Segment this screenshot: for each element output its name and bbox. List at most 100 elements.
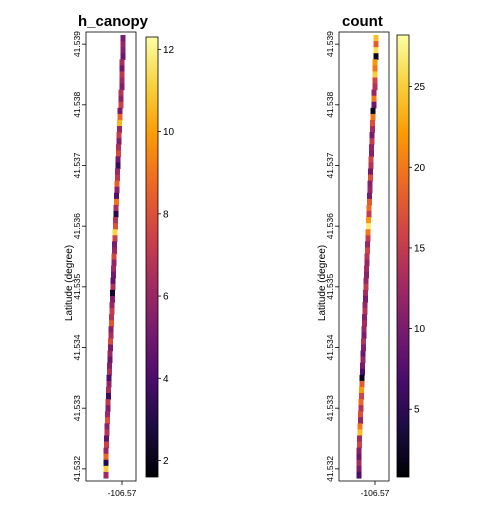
raster-cell (110, 295, 115, 303)
raster-cell (361, 344, 366, 352)
panel-title: count (342, 13, 383, 30)
y-tick-label: 41.532 (72, 456, 82, 482)
raster-cell (358, 405, 364, 412)
raster-cell (109, 308, 115, 315)
raster-cell (108, 344, 113, 352)
raster-cell (120, 41, 126, 48)
x-tick-label: -106.57 (108, 488, 137, 498)
raster-cell (366, 217, 371, 224)
raster-cell (373, 47, 379, 54)
raster-cell (108, 332, 114, 340)
y-tick-label: 41.533 (325, 395, 335, 421)
raster-cell (109, 320, 114, 327)
colorbar-frame (396, 34, 410, 478)
raster-cell (104, 435, 109, 443)
y-tick-label: 41.534 (325, 334, 335, 360)
y-tick-label: 41.535 (72, 274, 82, 300)
raster-cell (115, 168, 120, 176)
raster-cell (372, 77, 378, 85)
colorbar-tick-label: 20 (414, 163, 426, 174)
raster-cell (109, 314, 114, 321)
raster-cell (364, 265, 369, 273)
y-tick-label: 41.532 (325, 456, 335, 482)
raster-cell (356, 465, 362, 473)
raster-cell (113, 204, 119, 212)
raster-cell (360, 350, 366, 358)
raster-cell (118, 95, 124, 103)
raster-cell (104, 423, 110, 431)
y-tick-label: 41.539 (325, 31, 335, 57)
raster-cell (106, 380, 112, 388)
y-axis-label: Latitude (degree) (317, 245, 328, 321)
raster-cell (117, 119, 122, 127)
raster-cell (108, 326, 114, 333)
raster-cell (103, 465, 109, 473)
raster-cell (371, 101, 377, 109)
raster-cell (358, 417, 363, 424)
raster-cell (118, 101, 124, 109)
raster-cell (367, 186, 373, 194)
raster-cell (114, 192, 119, 200)
raster-cell (366, 223, 371, 230)
raster-cell (119, 77, 125, 85)
raster-cell (117, 126, 122, 133)
raster-cell (357, 441, 362, 449)
colorbar-tick-label: 25 (414, 82, 426, 93)
raster-cell (105, 417, 110, 424)
colorbar-gradient (146, 37, 158, 477)
raster-cell (106, 386, 111, 394)
raster-cell (373, 53, 379, 60)
raster-cell (120, 47, 126, 54)
raster-cell (363, 283, 369, 291)
colorbar: 5 10 15 20 25 (396, 34, 426, 478)
y-tick-label: 41.533 (72, 395, 82, 421)
raster-cell (107, 368, 112, 376)
raster-cell (103, 459, 109, 467)
raster-cell (368, 162, 374, 170)
raster-cell (113, 210, 119, 218)
raster-cell (369, 138, 375, 145)
raster-cell (367, 180, 373, 188)
y-tick-label: 41.538 (72, 92, 82, 118)
raster-cell (359, 393, 364, 400)
raster-cell (118, 89, 124, 97)
raster-cell (120, 35, 126, 42)
raster-cell (372, 65, 378, 73)
raster-cell (119, 83, 125, 91)
raster-cell (371, 95, 377, 103)
raster-cell (110, 277, 116, 285)
raster-cell (366, 204, 372, 212)
colorbar-tick-label: 12 (163, 45, 175, 56)
raster-cell (117, 107, 123, 115)
raster-cell (112, 247, 117, 255)
y-tick-label: 41.534 (72, 334, 82, 360)
colorbar-tick-label: 8 (163, 209, 169, 220)
raster-cell (116, 132, 122, 139)
raster-cell (359, 386, 364, 394)
raster-cell (368, 174, 373, 182)
y-ticks: 41.532 41.533 41.534 41.535 41.536 41.537 41.5… (325, 31, 339, 482)
y-tick-label: 41.535 (325, 274, 335, 300)
raster-cell (361, 332, 367, 340)
raster-cell (117, 113, 123, 121)
raster-cell (107, 362, 112, 370)
raster-cell (108, 338, 113, 346)
raster-cell (356, 447, 362, 455)
raster-cell (107, 356, 113, 364)
raster-cell (373, 35, 379, 42)
raster-cell (120, 53, 126, 60)
raster-cell (370, 119, 375, 127)
raster-cell (369, 150, 374, 157)
panel-count: count Latitude (degree) 41.532 41.533 41.5… (317, 13, 426, 498)
raster-cells (103, 35, 126, 479)
raster-cell (356, 459, 362, 467)
x-tick-label: -106.57 (361, 488, 390, 498)
raster-cell (364, 253, 370, 261)
raster-cell (112, 229, 118, 236)
colorbar-tick-label: 10 (163, 127, 175, 138)
raster-cell (365, 241, 370, 248)
raster-cells (356, 35, 379, 479)
raster-cell (357, 423, 363, 431)
raster-cell (369, 132, 375, 139)
